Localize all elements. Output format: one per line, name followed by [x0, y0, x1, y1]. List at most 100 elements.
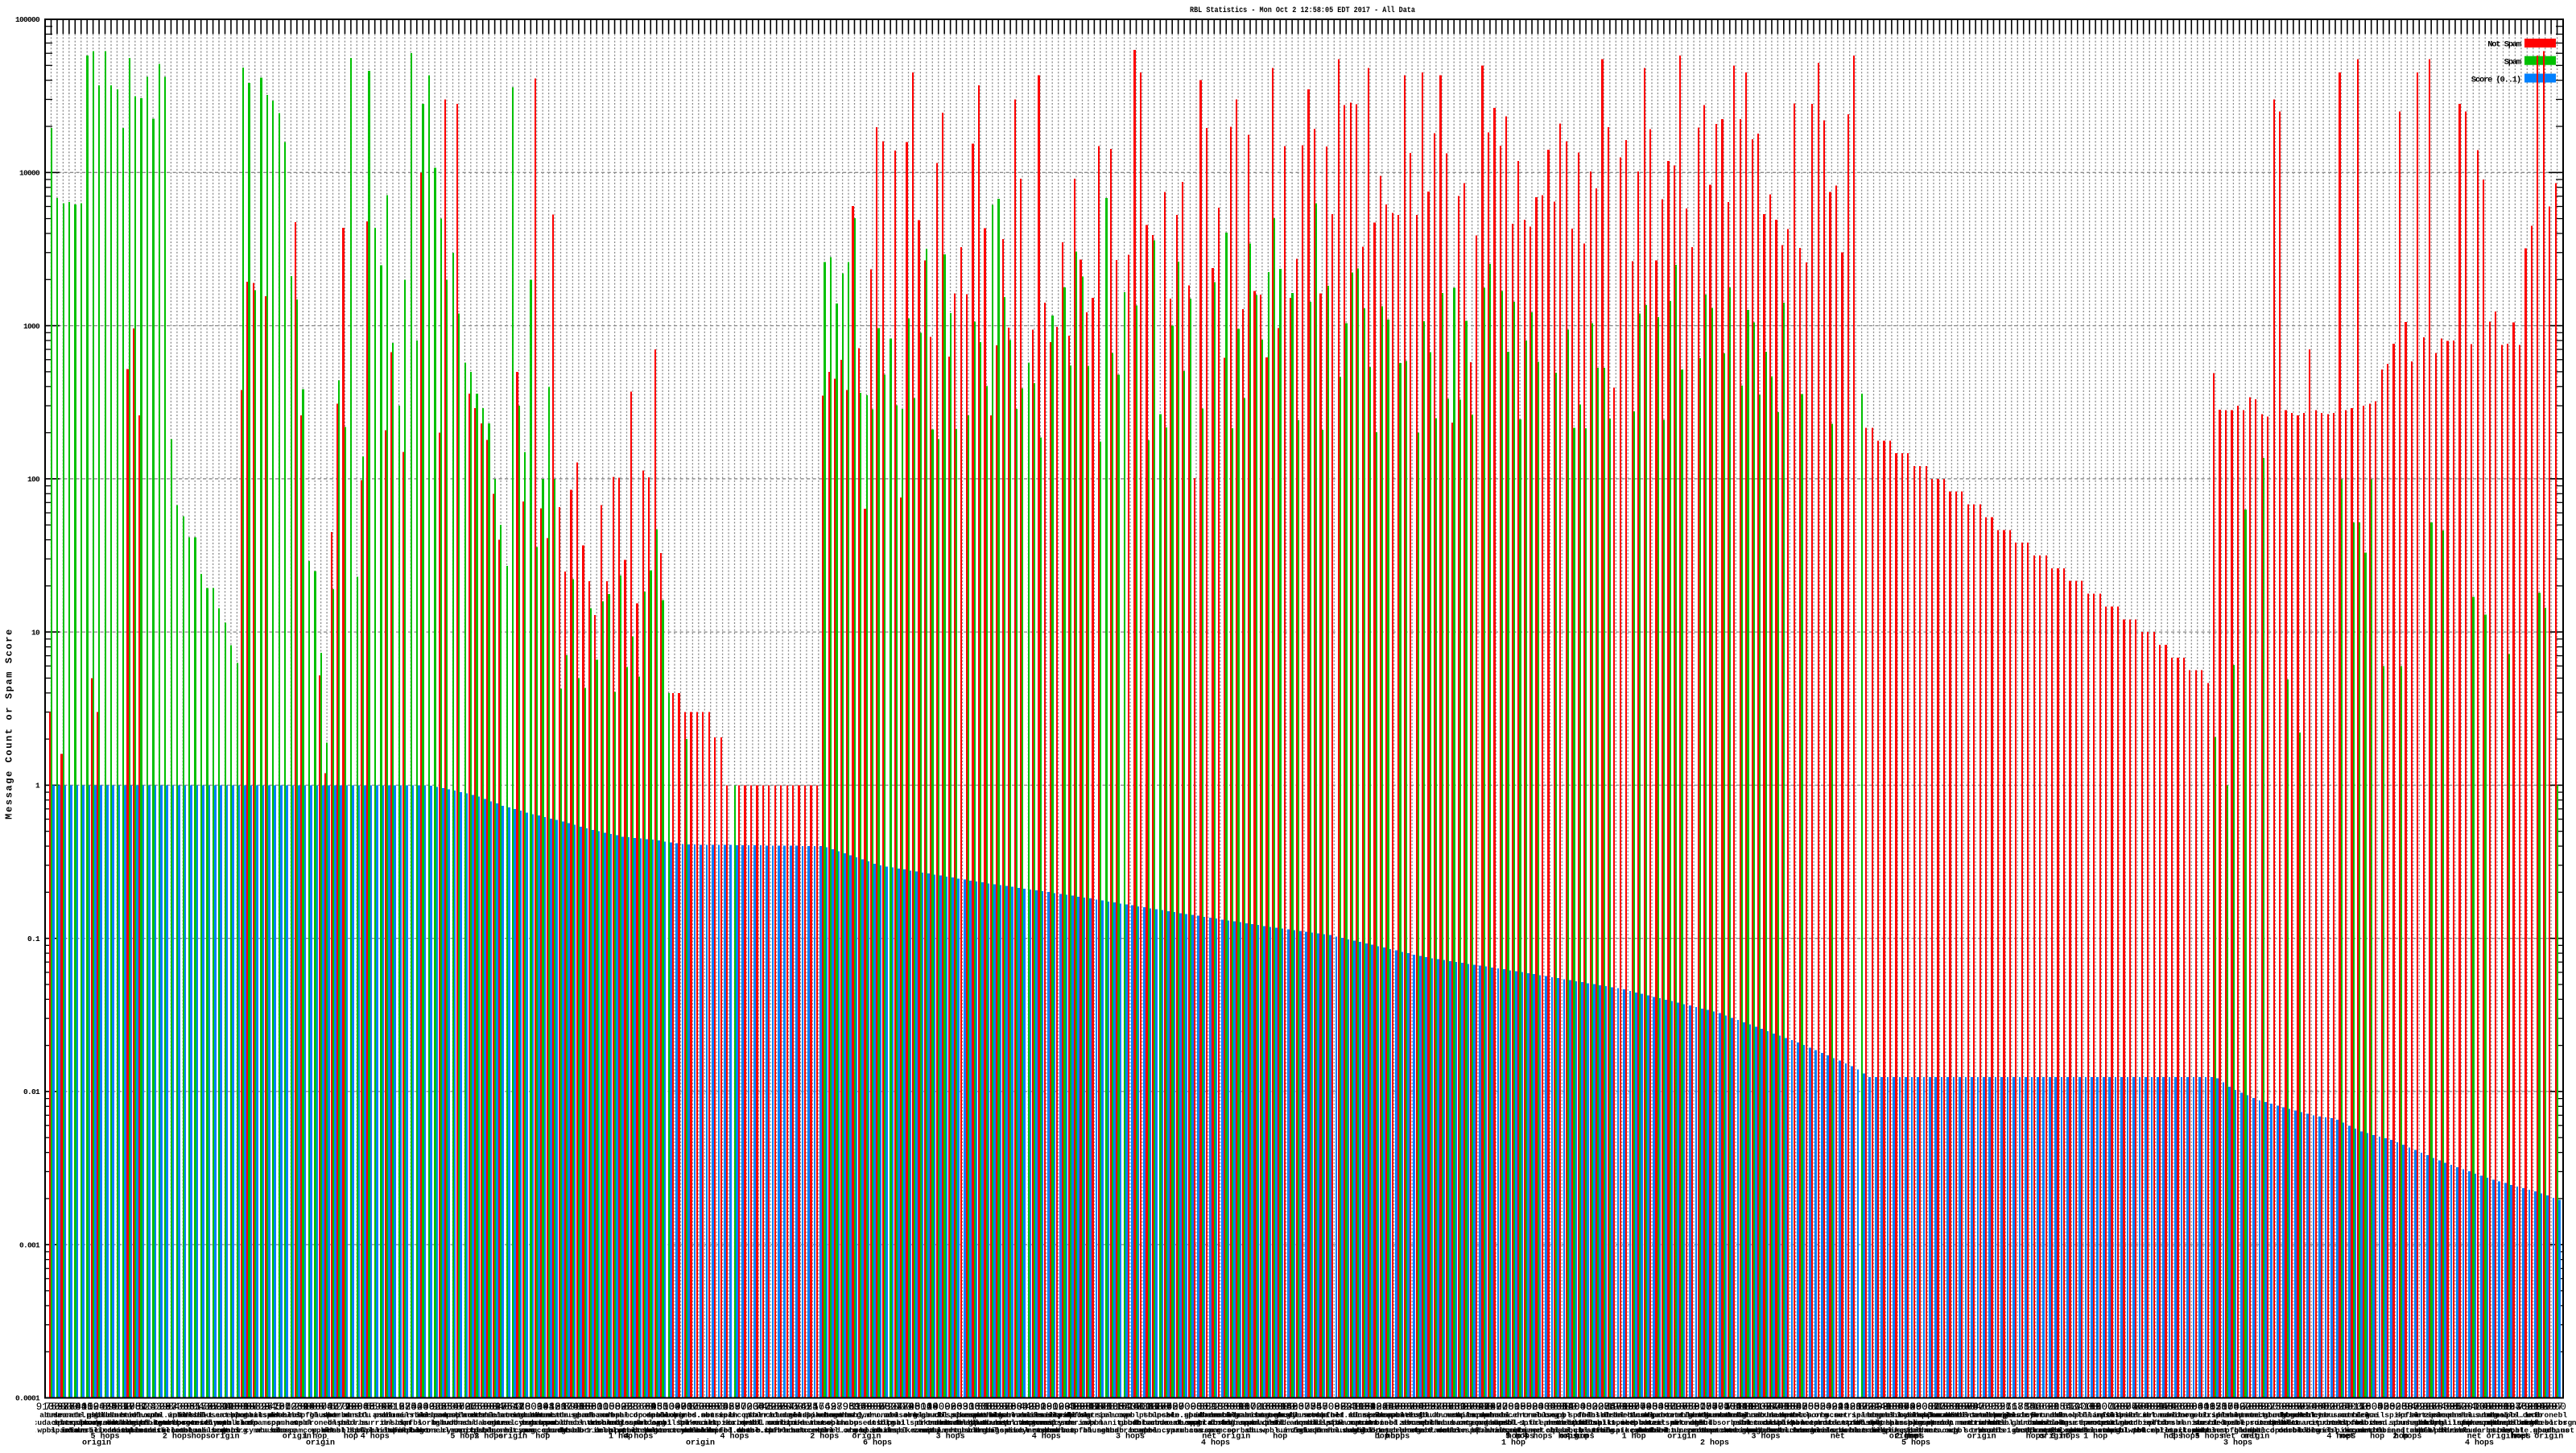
svg-text:43000: 43000 [198, 1401, 229, 1413]
svg-text:69: 69 [645, 1401, 657, 1413]
svg-text:560000: 560000 [2359, 1401, 2396, 1413]
svg-text:dnsbl.spfbl.net: dnsbl.spfbl.net [1869, 1426, 1938, 1435]
svg-text:70: 70 [2107, 1401, 2120, 1413]
svg-text:wpbl: wpbl [1139, 1426, 1158, 1435]
svg-text:720000: 720000 [1496, 1401, 1532, 1413]
svg-text:8300: 8300 [1604, 1401, 1628, 1413]
svg-text:dnsbl-1.uceprotect.net: dnsbl-1.uceprotect.net [1493, 1418, 1594, 1427]
svg-text:700: 700 [2134, 1401, 2153, 1413]
svg-text:zen.spamhaus.org: zen.spamhaus.org [788, 1411, 862, 1420]
svg-text:4842: 4842 [1478, 1401, 1502, 1413]
svg-text:960000: 960000 [854, 1401, 890, 1413]
svg-text:8190: 8190 [117, 1401, 141, 1413]
svg-text:70000: 70000 [779, 1401, 810, 1413]
svg-text:zen.spamhaus.org: zen.spamhaus.org [1147, 1426, 1221, 1435]
svg-text:770000: 770000 [1160, 1401, 1196, 1413]
svg-text:sorbs: sorbs [597, 1411, 621, 1420]
svg-text:31000: 31000 [1949, 1401, 1979, 1413]
svg-text:spamcop: spamcop [1204, 1426, 1236, 1435]
svg-text:16000: 16000 [852, 1401, 882, 1413]
svg-text:8600: 8600 [633, 1401, 657, 1413]
svg-text:dnsbl: dnsbl [453, 1418, 477, 1427]
svg-text:27: 27 [2000, 1401, 2012, 1413]
svg-text:spam.dnsbl.anonmails.de: spam.dnsbl.anonmails.de [1383, 1411, 1488, 1420]
svg-text:720000: 720000 [1250, 1401, 1286, 1413]
svg-text:8000: 8000 [1412, 1401, 1436, 1413]
svg-text:73: 73 [716, 1401, 729, 1413]
svg-text:bl.mailspike.net: bl.mailspike.net [2136, 1426, 2210, 1435]
svg-text:90: 90 [1664, 1401, 1676, 1413]
svg-text:bl.spamcop.net: bl.spamcop.net [1350, 1411, 1414, 1420]
svg-text:b.barracudacentral.org: b.barracudacentral.org [1133, 1418, 1235, 1427]
svg-text:uce: uce [853, 1426, 867, 1435]
svg-text:27: 27 [1478, 1401, 1490, 1413]
svg-text:hop: hop [2370, 1432, 2384, 1442]
svg-text:abuse: abuse [39, 1411, 63, 1420]
svg-text:ix.dnsbl.manitu.net: ix.dnsbl.manitu.net [97, 1426, 184, 1435]
svg-text:9769: 9769 [464, 1401, 489, 1413]
svg-text:dnsbl: dnsbl [2324, 1418, 2347, 1427]
svg-text:bl.mailspike.net: bl.mailspike.net [877, 1418, 951, 1427]
svg-text:6497: 6497 [2198, 1401, 2222, 1413]
svg-text:32: 32 [2257, 1401, 2269, 1413]
svg-text:160000: 160000 [303, 1401, 339, 1413]
svg-text:truncate.gbudb.net: truncate.gbudb.net [1377, 1411, 1459, 1420]
svg-text:psbl: psbl [887, 1418, 906, 1427]
svg-text:450000: 450000 [650, 1401, 687, 1413]
svg-text:spamcop: spamcop [2248, 1426, 2280, 1435]
svg-text:8276: 8276 [2503, 1401, 2527, 1413]
svg-text:dnsbl.spfbl.net: dnsbl.spfbl.net [323, 1426, 392, 1435]
svg-text:net: net [1831, 1433, 1845, 1442]
svg-text:700: 700 [252, 1401, 270, 1413]
svg-text:5600: 5600 [584, 1401, 609, 1413]
svg-text:10000: 10000 [19, 169, 40, 178]
svg-text:1900: 1900 [2089, 1401, 2113, 1413]
svg-text:barracuda: barracuda [1451, 1418, 1493, 1427]
svg-text:3 hops: 3 hops [936, 1432, 965, 1442]
svg-text:wpbl: wpbl [294, 1418, 312, 1427]
svg-text:bogons.cymru.com: bogons.cymru.com [1022, 1418, 1096, 1427]
svg-text:6817: 6817 [483, 1401, 507, 1413]
svg-text:b.barracudacentral.org: b.barracudacentral.org [1781, 1418, 1883, 1427]
svg-text:zen.spamhaus.org: zen.spamhaus.org [2425, 1411, 2499, 1420]
svg-text:truncate.gbudb.net: truncate.gbudb.net [1700, 1411, 1783, 1420]
svg-text:1 hop: 1 hop [1622, 1432, 1646, 1442]
svg-text:bl.mailspike.net: bl.mailspike.net [680, 1418, 753, 1427]
svg-text:manitu: manitu [343, 1411, 371, 1420]
svg-text:78000: 78000 [1727, 1401, 1757, 1413]
svg-text:spam.dnsbl.anonmails.de: spam.dnsbl.anonmails.de [2426, 1411, 2532, 1420]
svg-text:67: 67 [398, 1401, 411, 1413]
svg-text:combined.abuse.ch: combined.abuse.ch [1505, 1426, 1583, 1435]
svg-text:bl.mailspike.net: bl.mailspike.net [1022, 1411, 1095, 1420]
svg-text:903: 903 [708, 1401, 726, 1413]
svg-text:ix.dnsbl.manitu.net: ix.dnsbl.manitu.net [2202, 1411, 2289, 1420]
svg-text:3796: 3796 [831, 1401, 855, 1413]
svg-text:dnsbl: dnsbl [1856, 1418, 1880, 1427]
svg-text:810: 810 [1109, 1401, 1128, 1413]
svg-text:db.wpbl.info: db.wpbl.info [347, 1426, 402, 1435]
svg-text:origin: origin [686, 1439, 715, 1448]
svg-text:spfbl: spfbl [1568, 1411, 1591, 1420]
svg-text:89000: 89000 [102, 1401, 133, 1413]
svg-text:6008: 6008 [2179, 1401, 2203, 1413]
svg-text:zen.spamhaus.org: zen.spamhaus.org [1453, 1426, 1527, 1435]
svg-text:1488: 1488 [1838, 1401, 1862, 1413]
svg-text:7454: 7454 [1640, 1401, 1664, 1413]
svg-text:2 hops: 2 hops [1700, 1439, 1729, 1448]
svg-text:75: 75 [2299, 1401, 2311, 1413]
svg-text:bl.mailspike.net: bl.mailspike.net [1579, 1418, 1653, 1427]
svg-text:400: 400 [1067, 1401, 1086, 1413]
svg-text:800000: 800000 [1148, 1401, 1184, 1413]
svg-text:2309: 2309 [2269, 1401, 2293, 1413]
svg-text:4755: 4755 [1796, 1401, 1820, 1413]
svg-text:psbl.surriel.com: psbl.surriel.com [2227, 1418, 2301, 1427]
svg-text:10: 10 [31, 628, 40, 637]
svg-text:750000: 750000 [1706, 1401, 1742, 1413]
svg-text:2253: 2253 [765, 1401, 789, 1413]
svg-text:dronebl: dronebl [305, 1418, 337, 1427]
svg-text:74000: 74000 [2165, 1401, 2195, 1413]
svg-text:dnsbl: dnsbl [328, 1418, 351, 1427]
svg-text:bl.spamcop.net: bl.spamcop.net [270, 1426, 335, 1435]
svg-text:55000: 55000 [1421, 1401, 1451, 1413]
svg-text:dnsbl.dronebl.org: dnsbl.dronebl.org [2243, 1426, 2321, 1435]
